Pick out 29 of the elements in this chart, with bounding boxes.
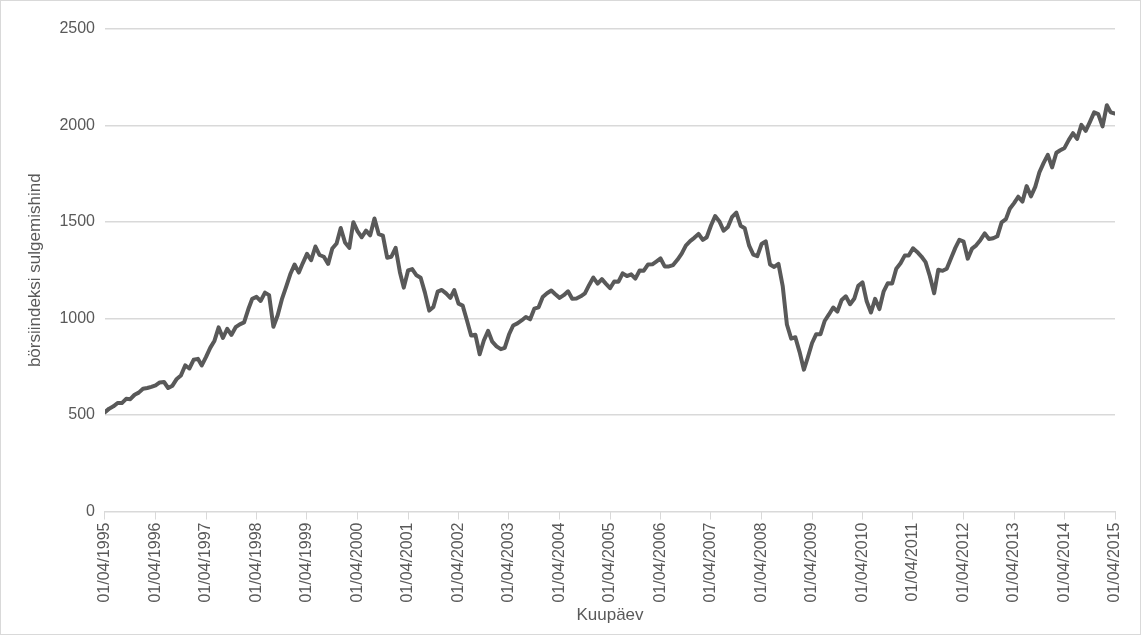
x-tick-label: 01/04/1998 bbox=[246, 522, 264, 603]
x-tick-label: 01/04/2000 bbox=[348, 522, 366, 603]
x-tick-label: 01/04/2007 bbox=[701, 522, 719, 603]
x-tick-label: 01/04/2001 bbox=[398, 522, 416, 603]
x-tick-label: 01/04/2006 bbox=[650, 522, 668, 603]
x-axis-title: Kuupäev bbox=[576, 605, 645, 625]
x-tick-label: 01/04/2009 bbox=[802, 522, 820, 603]
x-tick-label: 01/04/2010 bbox=[852, 522, 870, 603]
x-tick-label: 01/04/2015 bbox=[1105, 522, 1123, 603]
x-tick-label: 01/04/1995 bbox=[95, 522, 113, 603]
x-tick-label: 01/04/2011 bbox=[903, 522, 921, 602]
y-tick-label: 2000 bbox=[59, 115, 96, 133]
y-tick-label: 1500 bbox=[59, 212, 96, 230]
y-tick-label: 2500 bbox=[59, 19, 96, 37]
x-tick-label: 01/04/1999 bbox=[297, 522, 315, 603]
x-tick-label: 01/04/2004 bbox=[550, 522, 568, 603]
y-axis-title: börsiindeksi sulgemishind bbox=[24, 173, 44, 368]
x-tick-label: 01/04/2003 bbox=[499, 522, 517, 603]
x-tick-label: 01/04/2008 bbox=[752, 522, 770, 603]
x-tick-label: 01/04/2014 bbox=[1054, 522, 1072, 603]
x-tick-label: 01/04/1997 bbox=[196, 522, 214, 603]
y-tick-label: 0 bbox=[86, 501, 96, 519]
y-tick-label: 500 bbox=[68, 405, 96, 423]
x-tick-label: 01/04/2013 bbox=[1004, 522, 1022, 603]
x-tick-label: 01/04/2005 bbox=[600, 522, 618, 603]
x-tick-label: 01/04/2012 bbox=[954, 522, 972, 603]
x-tick-label: 01/04/2002 bbox=[448, 522, 466, 603]
x-tick-label: 01/04/1996 bbox=[146, 522, 163, 603]
y-tick-label: 1000 bbox=[59, 308, 96, 326]
